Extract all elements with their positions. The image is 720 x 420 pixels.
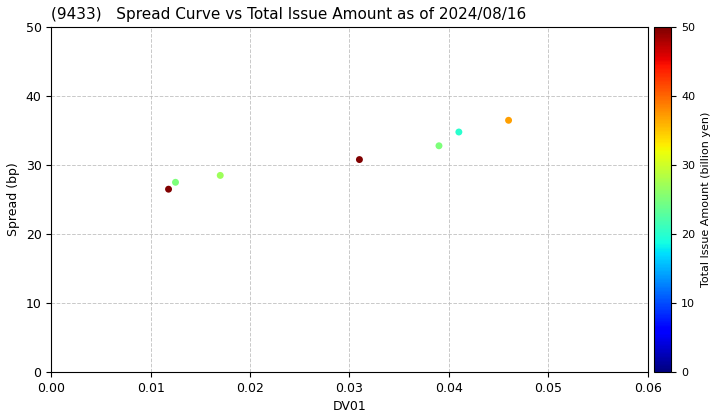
- Y-axis label: Total Issue Amount (billion yen): Total Issue Amount (billion yen): [701, 112, 711, 287]
- Point: [163, 186, 174, 192]
- Point: [354, 156, 365, 163]
- Text: (9433)   Spread Curve vs Total Issue Amount as of 2024/08/16: (9433) Spread Curve vs Total Issue Amoun…: [51, 7, 526, 22]
- X-axis label: DV01: DV01: [333, 400, 366, 413]
- Point: [503, 117, 514, 123]
- Point: [453, 129, 464, 135]
- Point: [433, 142, 445, 149]
- Y-axis label: Spread (bp): Spread (bp): [7, 163, 20, 236]
- Point: [215, 172, 226, 179]
- Point: [170, 179, 181, 186]
